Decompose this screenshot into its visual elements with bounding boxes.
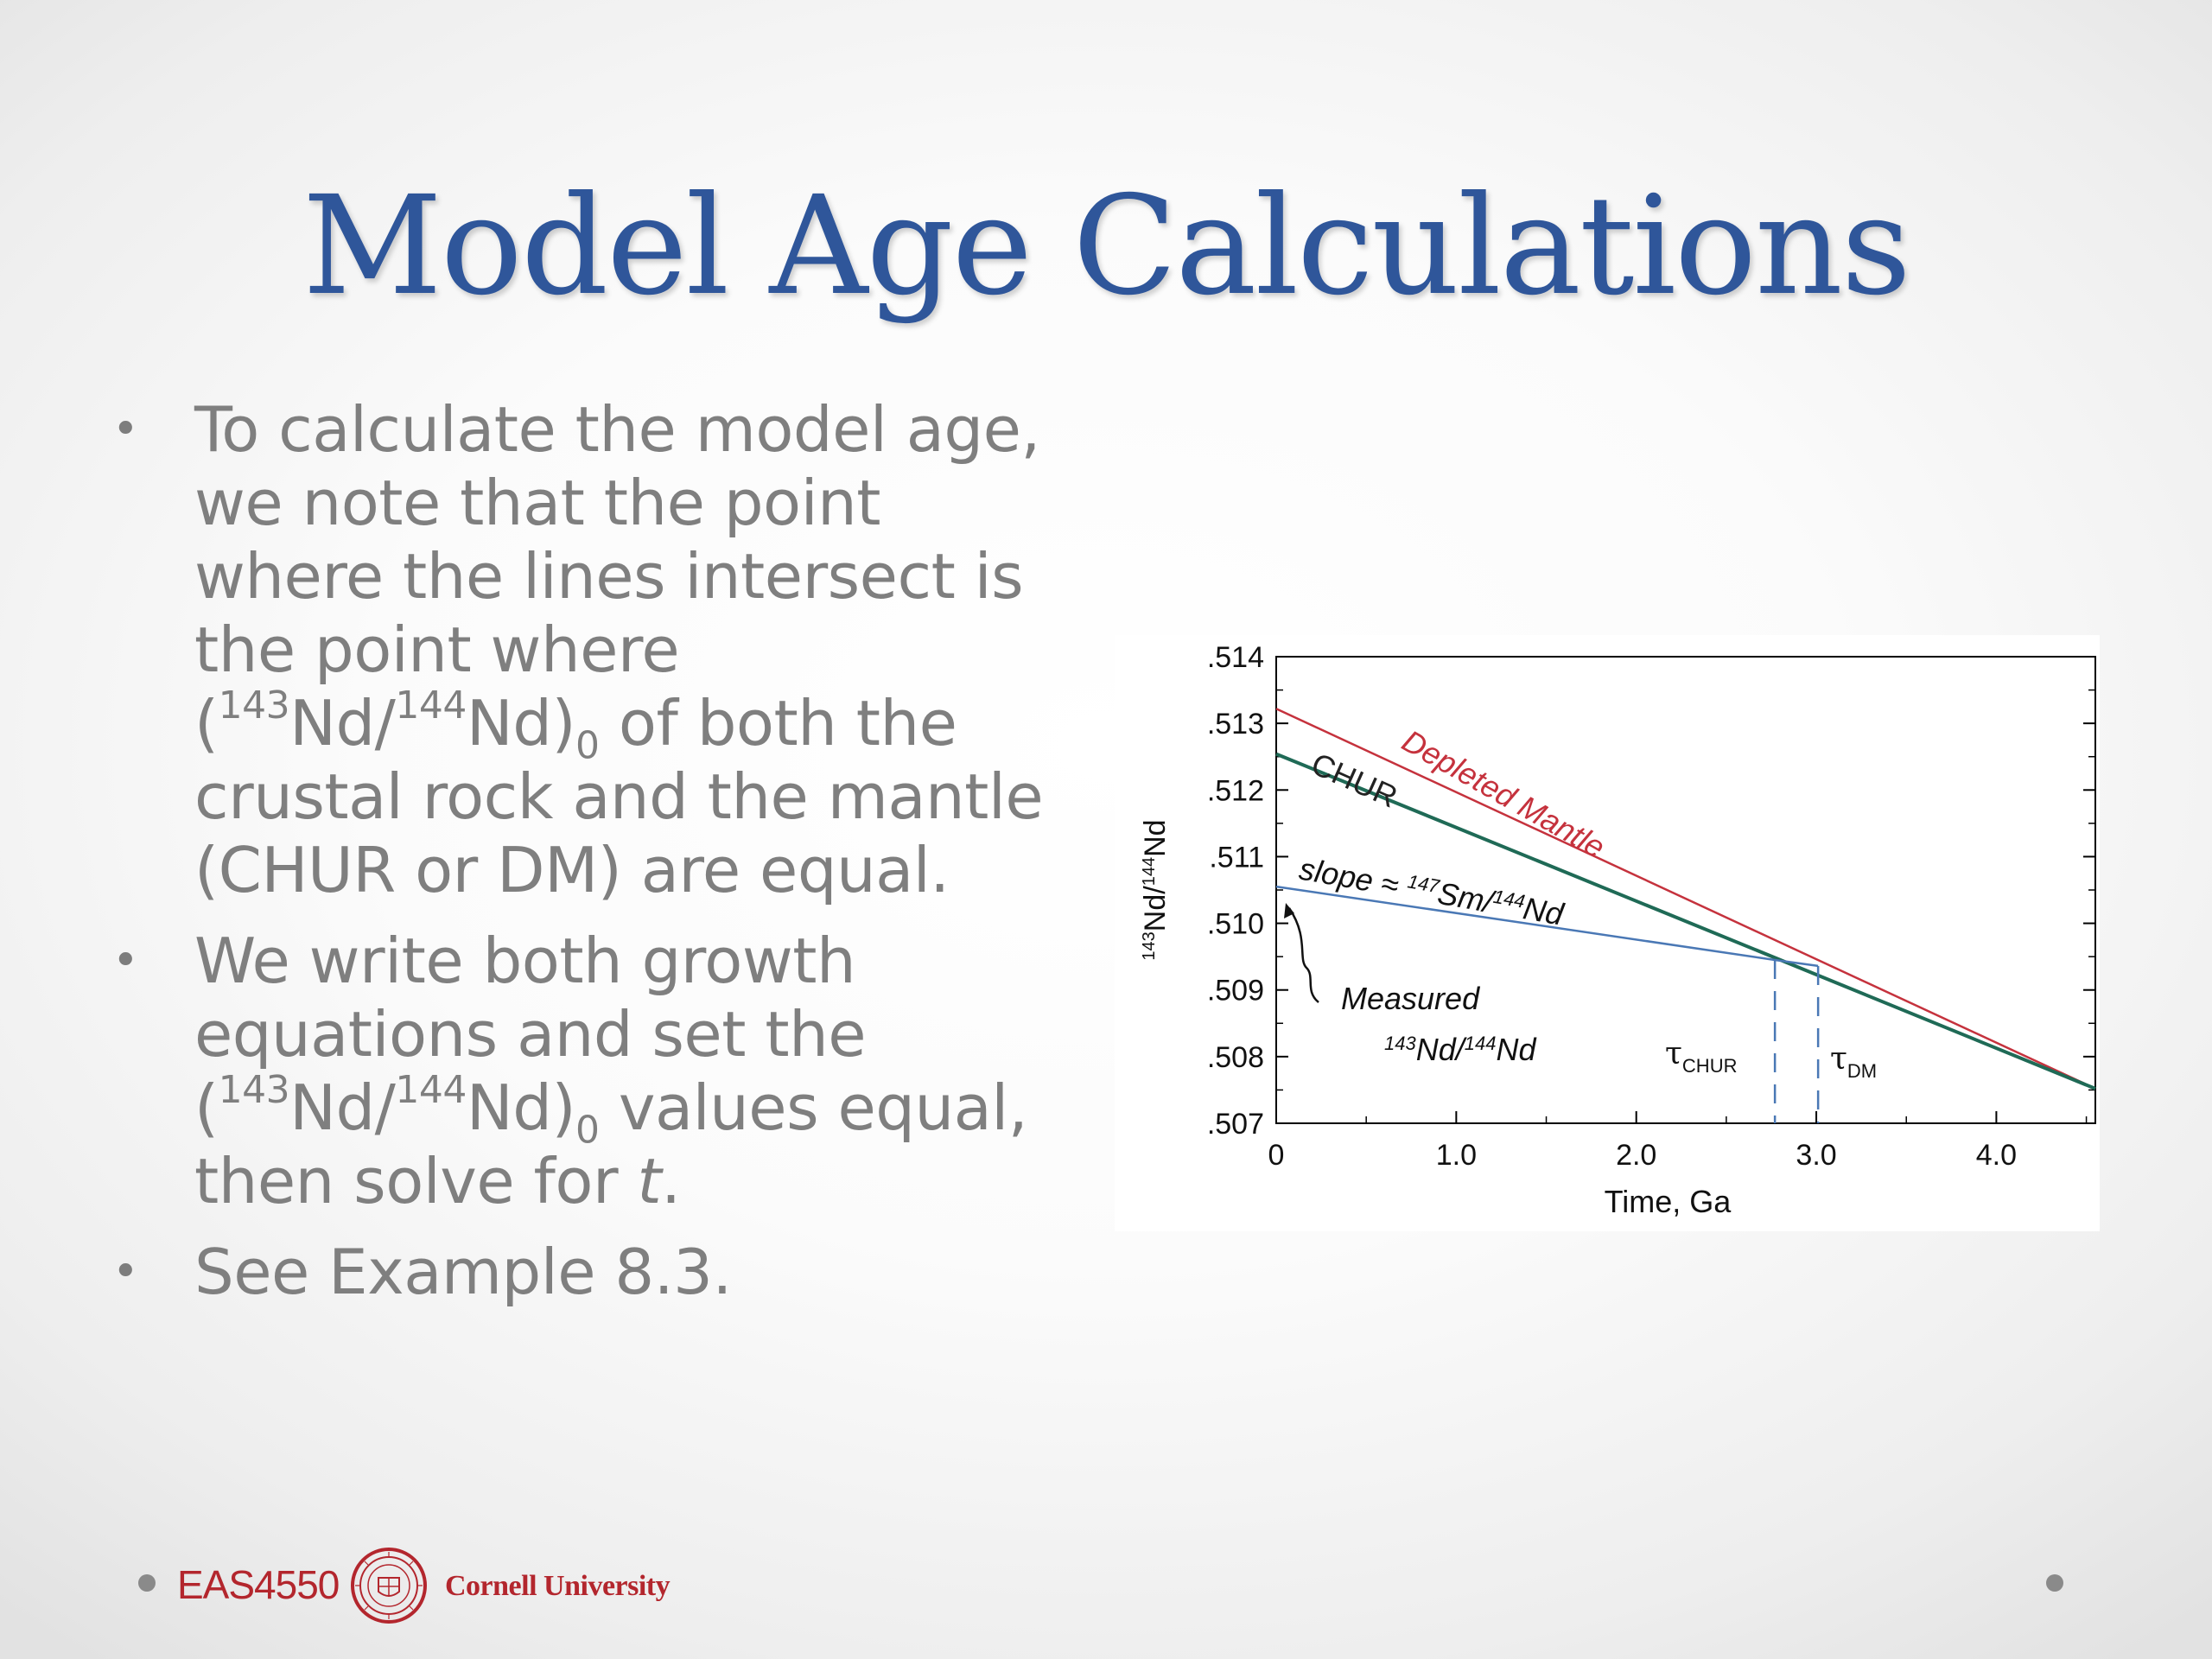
y-tick-label: .510 <box>1207 908 1264 941</box>
tau-dm-label: τDM <box>1830 1041 1877 1082</box>
footer-dot-right <box>2046 1574 2063 1592</box>
x-tick-label: 2.0 <box>1616 1139 1656 1172</box>
slide-title: Model Age Calculations <box>302 167 1911 326</box>
measured-label-line1: Measured <box>1341 981 1480 1016</box>
x-tick-label: 0 <box>1268 1139 1285 1172</box>
bullet-marker: • <box>112 1246 139 1298</box>
bullet-item: • See Example 8.3. <box>104 1236 1071 1309</box>
chur-line <box>1275 752 2096 1090</box>
y-tick-label: .512 <box>1207 774 1264 807</box>
tau-chur-label: τCHUR <box>1665 1036 1737 1077</box>
chart-background <box>1115 635 2100 1231</box>
y-tick-label: .513 <box>1207 708 1264 741</box>
x-tick-label: 3.0 <box>1796 1139 1836 1172</box>
axis-ticks <box>1275 656 2095 1124</box>
bullet-list: • To calculate the model age, we note th… <box>104 393 1071 1326</box>
y-tick-label: .511 <box>1209 841 1264 874</box>
bullet-text: To calculate the model age, we note that… <box>194 393 1044 906</box>
chart-lines <box>1275 708 2096 1123</box>
bullet-marker: • <box>112 404 139 455</box>
measured-arrowhead <box>1284 903 1294 918</box>
bullet-item: • We write both growth equations and set… <box>104 925 1071 1218</box>
x-axis-label: Time, Ga <box>1605 1184 1732 1219</box>
x-tick-label: 4.0 <box>1976 1139 2017 1172</box>
axis-tick-labels: .507 .508 .509 .510 .511 .512 .513 .514 0 1.0 2.0 3… <box>1207 641 2017 1172</box>
y-tick-label: .508 <box>1207 1041 1264 1074</box>
depleted-mantle-line <box>1275 708 2096 1090</box>
footer-dot-left <box>138 1574 156 1592</box>
measured-label-line2: 143Nd/144Nd <box>1384 1032 1536 1067</box>
bullet-text: We write both growth equations and set t… <box>194 925 1028 1217</box>
measured-arrow <box>1287 907 1319 1003</box>
university-name: Cornell University <box>445 1570 671 1602</box>
course-code: EAS4550 <box>177 1562 340 1607</box>
y-tick-label: .514 <box>1207 641 1264 674</box>
nd-isotope-evolution-chart: .507 .508 .509 .510 .511 .512 .513 .514 0 1.0 2.0 3… <box>1115 635 2100 1231</box>
bullet-text: See Example 8.3. <box>194 1236 732 1308</box>
y-axis-label: 143Nd/144Nd <box>1139 819 1172 960</box>
bullet-marker: • <box>112 935 139 987</box>
y-tick-label: .509 <box>1207 975 1264 1007</box>
x-tick-label: 1.0 <box>1436 1139 1477 1172</box>
cornell-seal-icon <box>351 1548 427 1624</box>
bullet-item: • To calculate the model age, we note th… <box>104 393 1071 907</box>
y-tick-label: .507 <box>1207 1108 1264 1141</box>
